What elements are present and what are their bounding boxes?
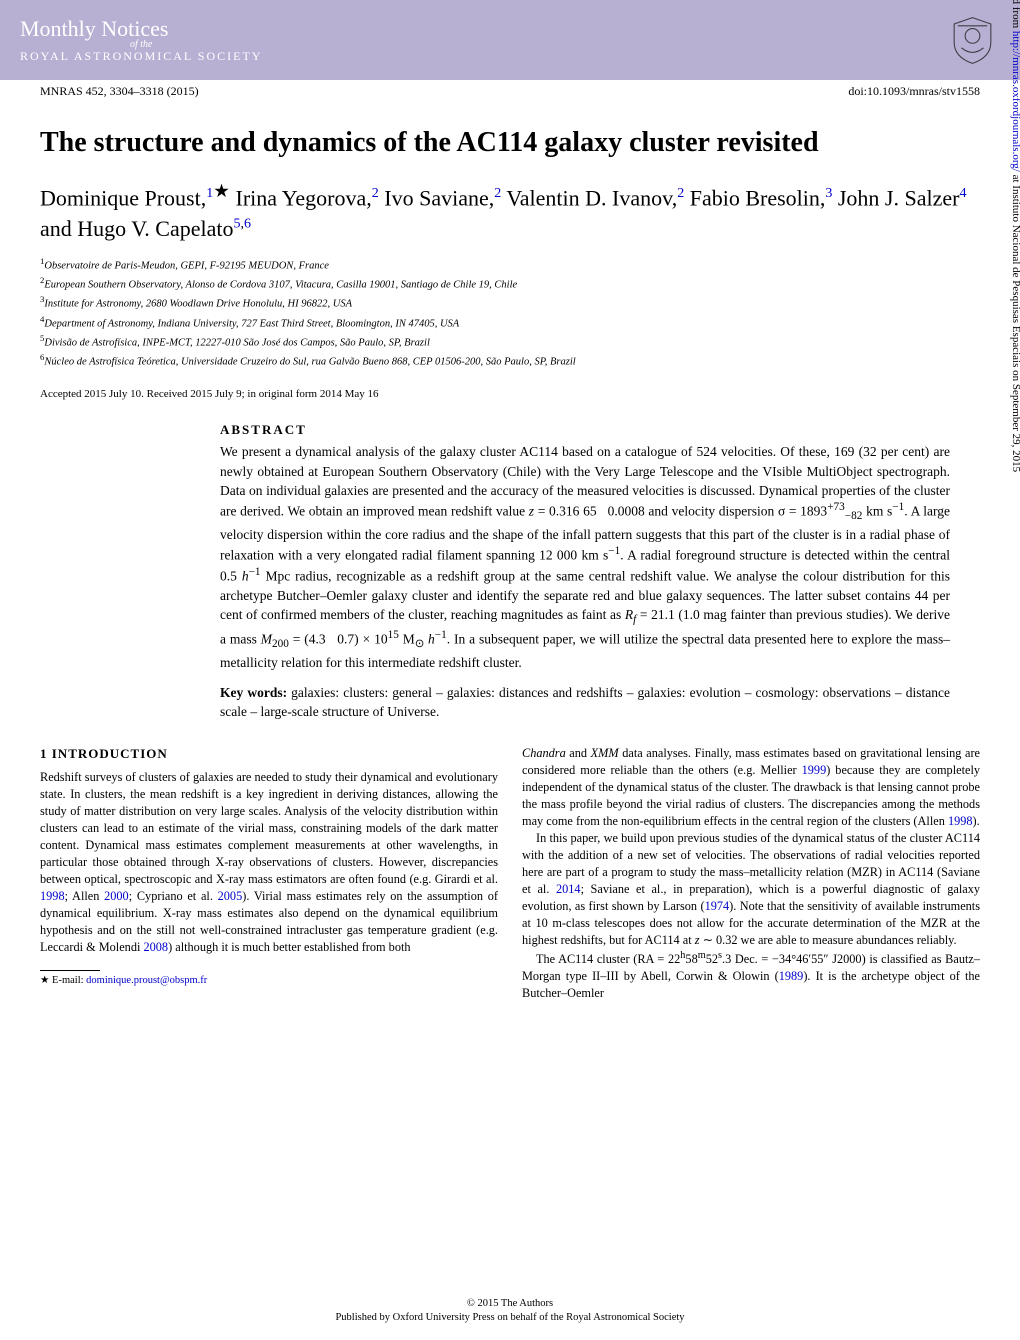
affiliations-list: 1Observatoire de Paris-Meudon, GEPI, F-9… [40, 255, 980, 371]
body-columns: 1 INTRODUCTION Redshift surveys of clust… [40, 745, 980, 1002]
journal-banner: Monthly Notices of the ROYAL ASTRONOMICA… [0, 0, 1020, 80]
intro-p3: In this paper, we build upon previous st… [522, 830, 980, 949]
download-provenance-note: Downloaded from http://mnras.oxfordjourn… [1010, 0, 1020, 670]
section-heading-intro: 1 INTRODUCTION [40, 745, 498, 763]
corresponding-footnote: ★ E-mail: dominique.proust@obspm.fr [40, 974, 498, 988]
abstract-body: We present a dynamical analysis of the g… [220, 442, 950, 672]
footnote-text: E-mail: [49, 975, 86, 986]
intro-p4: The AC114 cluster (RA = 22h58m52s.3 Dec.… [522, 949, 980, 1002]
paper-title: The structure and dynamics of the AC114 … [40, 127, 980, 159]
footer-publisher: Published by Oxford University Press on … [0, 1311, 1020, 1326]
author-list: Dominique Proust,1★ Irina Yegorova,2 Ivo… [40, 179, 980, 245]
ras-crest-icon [945, 13, 1000, 68]
history-dates: Accepted 2015 July 10. Received 2015 Jul… [40, 388, 980, 400]
intro-p2: Chandra and XMM data analyses. Finally, … [522, 745, 980, 830]
citation-bar: MNRAS 452, 3304–3318 (2015) doi:10.1093/… [0, 80, 1020, 109]
footer-copyright: © 2015 The Authors [0, 1297, 1020, 1312]
footnote-rule [40, 970, 100, 971]
abstract-heading: ABSTRACT [220, 422, 950, 438]
footnote-star: ★ [40, 975, 49, 986]
main-content: The structure and dynamics of the AC114 … [0, 109, 1020, 1002]
citation-left: MNRAS 452, 3304–3318 (2015) [40, 84, 199, 99]
sidebar-url-link[interactable]: http://mnras.oxfordjournals.org/ [1010, 31, 1020, 172]
sidebar-pre: Downloaded from [1010, 0, 1020, 31]
footnote-email-link[interactable]: dominique.proust@obspm.fr [86, 975, 207, 986]
abstract-block: ABSTRACT We present a dynamical analysis… [220, 422, 950, 721]
keywords: Key words: galaxies: clusters: general –… [220, 683, 950, 721]
journal-society: ROYAL ASTRONOMICAL SOCIETY [20, 49, 262, 64]
page-footer: © 2015 The Authors Published by Oxford U… [0, 1297, 1020, 1326]
citation-doi: doi:10.1093/mnras/stv1558 [848, 84, 980, 99]
intro-p1: Redshift surveys of clusters of galaxies… [40, 769, 498, 956]
journal-title-block: Monthly Notices of the ROYAL ASTRONOMICA… [0, 8, 282, 72]
sidebar-post: at Instituto Nacional de Pesquisas Espac… [1010, 172, 1020, 472]
